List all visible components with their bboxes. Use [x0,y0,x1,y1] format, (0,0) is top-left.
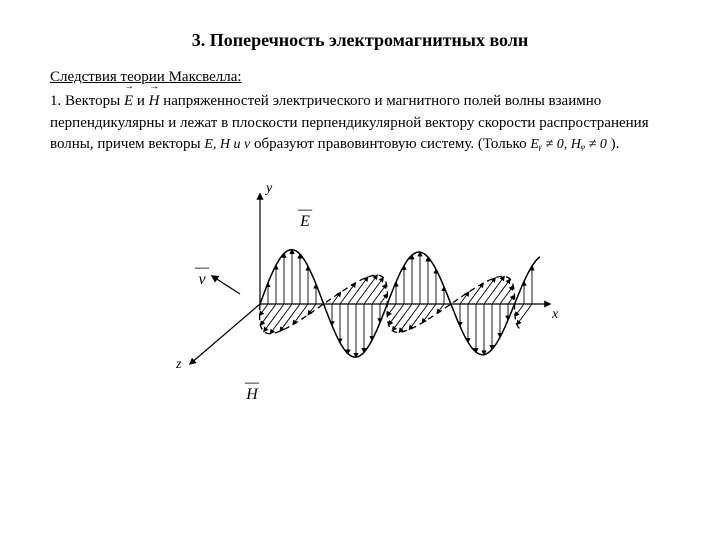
svg-text:E: E [299,213,310,230]
svg-text:y: y [264,181,273,196]
svg-text:x: x [551,307,559,322]
vector-E: E [124,89,133,113]
text-fragment: образуют правовинтовую систему. (Только [254,136,530,152]
section-title: 3. Поперечность электромагнитных волн [50,30,670,51]
text-fragment: ). [611,136,620,152]
svg-text:H: H [245,386,259,403]
vector-triple: E, H и v [204,137,250,152]
wave-svg: yxz—E—H—v [150,174,570,434]
subtitle: Следствия теории Максвелла: [50,69,242,85]
paragraph: Следствия теории Максвелла: 1. Векторы E… [50,67,670,156]
svg-text:z: z [175,357,182,372]
condition: Eᵧ ≠ 0, Hᵩ ≠ 0 [530,137,607,152]
vector-H: H [149,89,160,113]
svg-text:v: v [198,271,206,288]
text-fragment: и [137,93,149,109]
em-wave-diagram: yxz—E—H—v [50,174,670,439]
text-fragment: 1. Векторы [50,93,124,109]
